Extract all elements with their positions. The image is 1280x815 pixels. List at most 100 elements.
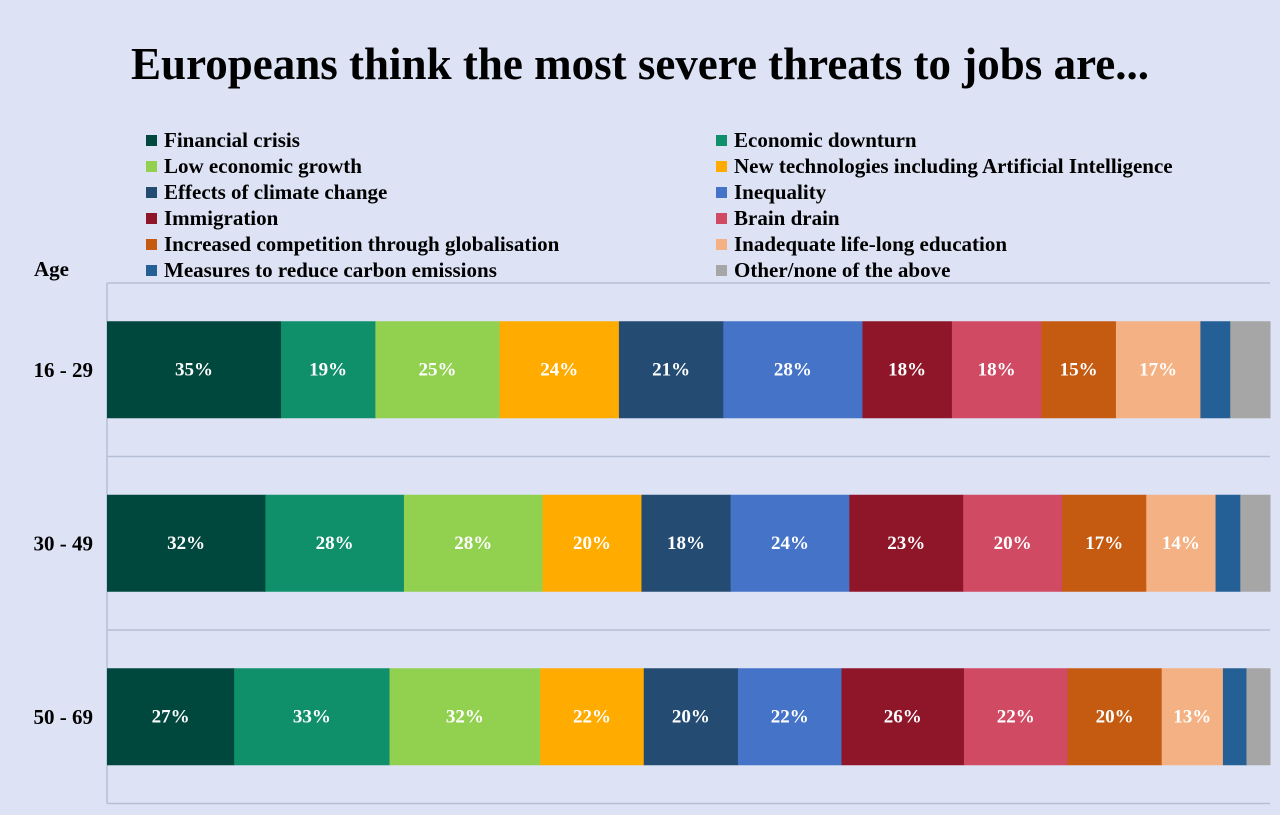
bar-segment <box>1230 321 1271 419</box>
data-label: 20% <box>994 533 1032 554</box>
legend-item: Effects of climate change <box>146 179 387 205</box>
data-label: 17% <box>1085 533 1123 554</box>
legend-item: Economic downturn <box>716 127 917 153</box>
legend-label: Increased competition through globalisat… <box>164 232 560 256</box>
legend-label: Effects of climate change <box>164 180 388 204</box>
data-label: 26% <box>884 706 922 727</box>
bar-segment <box>107 321 282 419</box>
bar-segment <box>280 321 376 419</box>
data-label: 17% <box>1139 359 1177 380</box>
data-label: 18% <box>978 359 1016 380</box>
legend-item: New technologies including Artificial In… <box>716 153 1173 179</box>
legend-swatch <box>716 265 727 276</box>
bar-segment <box>375 321 501 419</box>
bar-segment <box>841 668 965 766</box>
bar-segment <box>730 494 850 592</box>
bar-segment <box>234 668 391 766</box>
bar-segment <box>643 668 739 766</box>
y-tick-label: 50 - 69 <box>34 705 94 729</box>
legend-item: Inequality <box>716 179 826 205</box>
bar-segment <box>1041 321 1117 419</box>
data-label: 33% <box>293 706 331 727</box>
data-label: 27% <box>152 706 190 727</box>
bar-segment <box>1240 494 1271 592</box>
bar-segment <box>1146 494 1217 592</box>
bar-segment <box>107 668 235 766</box>
bar-segment <box>540 668 645 766</box>
bar-segment <box>862 321 953 419</box>
data-label: 24% <box>540 359 578 380</box>
legend-item: Brain drain <box>716 205 840 231</box>
data-label: 23% <box>887 533 925 554</box>
legend-item: Other/none of the above <box>716 257 950 283</box>
bar-segment <box>1200 321 1231 419</box>
bar-segment <box>641 494 732 592</box>
data-label: 18% <box>888 359 926 380</box>
bar-segment <box>265 494 405 592</box>
bar-segment <box>963 494 1063 592</box>
legend-label: Financial crisis <box>164 128 300 152</box>
bar-segment <box>849 494 964 592</box>
bar-segment <box>951 321 1042 419</box>
data-label: 15% <box>1060 359 1098 380</box>
bar-segment <box>1215 494 1241 592</box>
bar-segment <box>618 321 724 419</box>
data-label: 21% <box>652 359 690 380</box>
data-label: 28% <box>316 533 354 554</box>
bar-segment <box>389 668 541 766</box>
data-label: 20% <box>573 533 611 554</box>
data-label: 28% <box>454 533 492 554</box>
data-label: 20% <box>672 706 710 727</box>
data-label: 32% <box>167 533 205 554</box>
y-tick-label: 30 - 49 <box>34 531 94 555</box>
data-label: 25% <box>419 359 457 380</box>
data-label: 14% <box>1162 533 1200 554</box>
data-label: 22% <box>997 706 1035 727</box>
bar-segment <box>963 668 1069 766</box>
legend-swatch <box>716 187 727 198</box>
legend-swatch <box>716 135 727 146</box>
legend-swatch <box>146 213 157 224</box>
bar-segment <box>723 321 863 419</box>
legend-swatch <box>716 239 727 250</box>
data-label: 22% <box>771 706 809 727</box>
y-tick-label: 16 - 29 <box>34 358 94 382</box>
legend-label: Low economic growth <box>164 154 362 178</box>
bar-segment <box>403 494 544 592</box>
data-label: 35% <box>175 359 213 380</box>
bar-segment <box>1246 668 1271 766</box>
bar-segment <box>1222 668 1247 766</box>
legend-item: Financial crisis <box>146 127 300 153</box>
bar-segment <box>107 494 266 592</box>
legend-swatch <box>146 265 157 276</box>
data-label: 32% <box>446 706 484 727</box>
legend-swatch <box>146 161 157 172</box>
bar-segment <box>1067 668 1163 766</box>
legend-swatch <box>146 135 157 146</box>
legend-label: New technologies including Artificial In… <box>734 154 1173 178</box>
bar-segment <box>1115 321 1201 419</box>
data-label: 19% <box>309 359 347 380</box>
legend-label: Inadequate life-long education <box>734 232 1008 256</box>
legend-label: Economic downturn <box>734 128 917 152</box>
data-label: 18% <box>667 533 705 554</box>
chart-title: Europeans think the most severe threats … <box>131 39 1149 89</box>
bar-segment <box>737 668 843 766</box>
bar-segment <box>1062 494 1147 592</box>
legend-label: Measures to reduce carbon emissions <box>164 258 497 282</box>
data-label: 28% <box>774 359 812 380</box>
legend-swatch <box>146 187 157 198</box>
legend-label: Brain drain <box>734 206 840 230</box>
data-label: 20% <box>1096 706 1134 727</box>
legend-swatch <box>716 213 727 224</box>
legend-item: Inadequate life-long education <box>716 231 1007 257</box>
legend-label: Inequality <box>734 180 827 204</box>
legend-item: Low economic growth <box>146 153 362 179</box>
legend-item: Measures to reduce carbon emissions <box>146 257 497 283</box>
data-label: 24% <box>771 533 809 554</box>
y-axis-title: Age <box>34 257 69 281</box>
bar-segment <box>542 494 642 592</box>
bar-segment <box>499 321 620 419</box>
